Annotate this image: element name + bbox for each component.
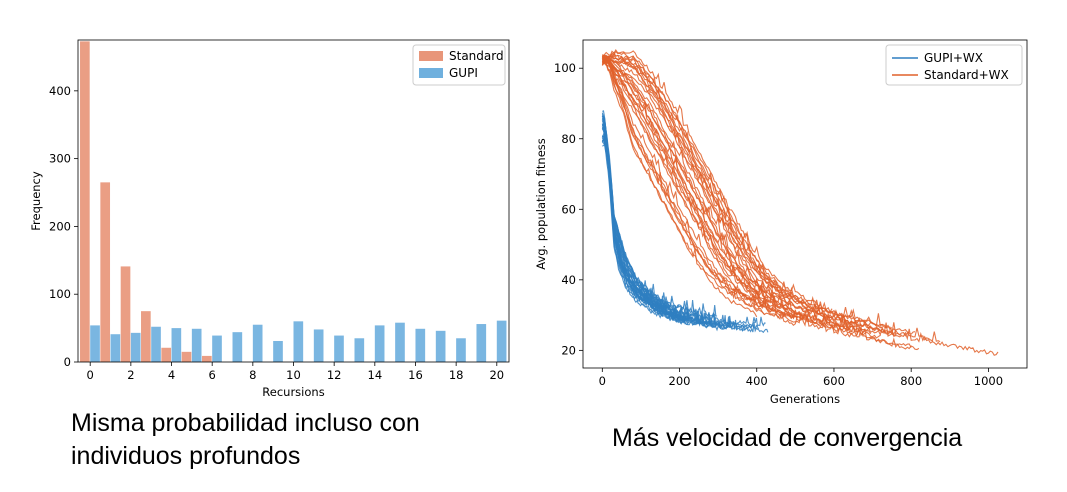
bar-standard-0 bbox=[80, 41, 90, 363]
x-tick-label: 20 bbox=[489, 368, 504, 382]
legend-label-standard-wx: Standard+WX bbox=[924, 68, 1009, 82]
bar-gupi-10 bbox=[293, 321, 304, 362]
plot-area bbox=[601, 48, 999, 356]
y-axis-label: Avg. population fitness bbox=[534, 138, 548, 270]
x-axis-label: Recursions bbox=[262, 385, 324, 399]
y-tick-label: 80 bbox=[561, 132, 576, 146]
run-line bbox=[601, 55, 902, 336]
run-line bbox=[601, 56, 758, 318]
y-tick-label: 100 bbox=[49, 287, 71, 301]
x-tick-label: 0 bbox=[87, 368, 94, 382]
bar-standard-6 bbox=[202, 355, 212, 362]
caption-left: Misma probabilidad incluso con individuo… bbox=[71, 409, 420, 470]
bar-standard-4 bbox=[161, 347, 172, 362]
run-line bbox=[601, 123, 665, 308]
bar-standard-3 bbox=[141, 311, 151, 362]
x-tick-label: 14 bbox=[368, 368, 383, 382]
y-tick-label: 0 bbox=[64, 355, 71, 369]
run-line bbox=[602, 61, 798, 326]
x-tick-label: 6 bbox=[209, 368, 216, 382]
legend: GUPI+WX Standard+WX bbox=[885, 44, 1023, 86]
legend-label-gupi-wx: GUPI+WX bbox=[924, 51, 983, 65]
run-line bbox=[601, 136, 689, 326]
x-tick-label: 4 bbox=[168, 368, 175, 382]
legend: Standard GUPI bbox=[412, 44, 506, 86]
series-gupi-wx bbox=[601, 110, 769, 334]
bar-gupi-9 bbox=[273, 340, 283, 362]
fitness-convergence-chart: 0 200 400 600 800 1000 20 40 60 80 100 Generations A… bbox=[534, 39, 1028, 406]
run-line bbox=[601, 139, 714, 328]
legend-swatch-standard bbox=[419, 51, 443, 61]
bar-standard-2 bbox=[120, 266, 131, 362]
run-line bbox=[602, 54, 860, 333]
caption-right: Más velocidad de convergencia bbox=[612, 424, 963, 452]
bar-gupi-11 bbox=[313, 329, 324, 362]
bar-gupi-0 bbox=[90, 325, 100, 362]
x-tick-label: 16 bbox=[408, 368, 423, 382]
bar-gupi-16 bbox=[415, 328, 426, 362]
x-tick-label: 400 bbox=[746, 374, 768, 388]
x-tick-label: 200 bbox=[669, 374, 691, 388]
legend-swatch-gupi bbox=[419, 68, 443, 78]
bar-gupi-8 bbox=[252, 324, 263, 362]
x-tick-label: 8 bbox=[249, 368, 256, 382]
x-tick-label: 800 bbox=[900, 374, 922, 388]
bar-gupi-1 bbox=[110, 334, 121, 362]
legend-label-gupi: GUPI bbox=[449, 66, 478, 80]
bar-gupi-13 bbox=[354, 338, 365, 362]
bar-gupi-18 bbox=[456, 338, 466, 362]
bar-gupi-5 bbox=[191, 328, 202, 362]
run-line bbox=[602, 60, 854, 333]
y-tick-label: 300 bbox=[49, 152, 71, 166]
bar-standard-5 bbox=[181, 351, 192, 362]
bar-standard-1 bbox=[100, 182, 111, 362]
x-tick-label: 1000 bbox=[974, 374, 1003, 388]
legend-label-standard: Standard bbox=[449, 49, 504, 63]
x-tick-label: 10 bbox=[286, 368, 301, 382]
bar-gupi-7 bbox=[232, 332, 243, 362]
run-line bbox=[601, 135, 677, 320]
bar-gupi-2 bbox=[130, 332, 141, 362]
recursions-histogram: 0 2 4 6 8 10 12 14 16 18 200100200300400Recursions… bbox=[29, 39, 510, 399]
x-axis-label: Generations bbox=[770, 392, 840, 406]
run-line bbox=[602, 53, 916, 335]
bar-gupi-3 bbox=[151, 326, 161, 362]
x-tick-label: 2 bbox=[127, 368, 134, 382]
bar-gupi-19 bbox=[476, 324, 487, 362]
series-standard-wx bbox=[601, 48, 999, 356]
bar-gupi-4 bbox=[171, 328, 182, 362]
y-tick-label: 200 bbox=[49, 219, 71, 233]
plot-frame bbox=[582, 39, 1028, 369]
run-line bbox=[601, 57, 802, 322]
legend-box bbox=[885, 44, 1023, 86]
x-tick-label: 600 bbox=[823, 374, 845, 388]
bar-gupi-20 bbox=[496, 320, 507, 362]
x-tick-label: 18 bbox=[449, 368, 464, 382]
y-tick-label: 20 bbox=[561, 343, 576, 357]
y-tick-label: 40 bbox=[561, 273, 576, 287]
y-tick-label: 60 bbox=[561, 202, 576, 216]
y-tick-label: 400 bbox=[49, 84, 71, 98]
x-tick-label: 0 bbox=[599, 374, 606, 388]
bar-gupi-6 bbox=[212, 335, 222, 362]
y-tick-label: 100 bbox=[554, 61, 576, 75]
bar-gupi-15 bbox=[395, 322, 405, 362]
bar-gupi-12 bbox=[334, 335, 344, 362]
run-line bbox=[602, 48, 833, 314]
run-line bbox=[601, 54, 883, 329]
bar-gupi-14 bbox=[374, 325, 385, 362]
y-axis-label: Frequency bbox=[29, 171, 43, 231]
bar-gupi-17 bbox=[435, 330, 446, 362]
run-line bbox=[601, 60, 765, 316]
x-tick-label: 12 bbox=[327, 368, 342, 382]
